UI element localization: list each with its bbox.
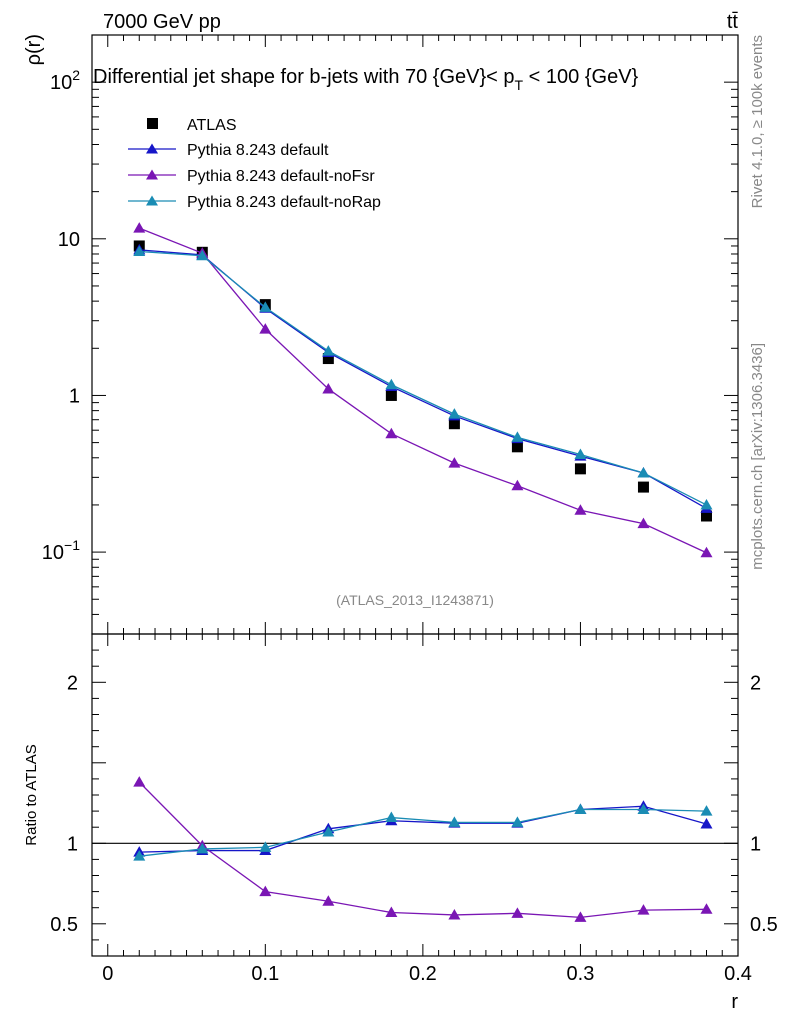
x-tick-label: 0.2 [409, 963, 437, 985]
data-point-atlas [574, 463, 586, 475]
legend-marker-default [146, 143, 158, 154]
ratio-marker-series-2 [511, 816, 524, 827]
y-tick-label-base: 10 [58, 229, 80, 251]
analysis-id: (ATLAS_2013_I1243871) [336, 592, 494, 608]
legend-marker-atlas [147, 118, 158, 129]
ratio-tick-label-left: 0.5 [50, 914, 78, 936]
marker-series-1 [448, 457, 461, 468]
ratio-tick-label-left: 2 [67, 672, 78, 694]
legend-label-norap: Pythia 8.243 default-noRap [187, 194, 381, 211]
ratio-marker-series-2 [385, 811, 398, 823]
marker-series-2 [385, 378, 398, 390]
y-tick-label: 10−1 [42, 537, 80, 564]
mcplots-label: mcplots.cern.ch [arXiv:1306.3436] [749, 343, 766, 570]
marker-series-2 [700, 498, 713, 510]
y-tick-label-base: 10 [50, 72, 72, 94]
data-point-atlas [637, 481, 649, 493]
marker-series-1 [700, 546, 713, 558]
marker-series-1 [511, 479, 524, 491]
y-tick-label: 10 [58, 229, 80, 251]
ratio-y-axis-label: Ratio to ATLAS [23, 744, 40, 845]
data-point-atlas [448, 418, 460, 430]
ratio-marker-series-1 [259, 885, 272, 897]
x-tick-label: 0 [102, 963, 113, 985]
y-tick-label-base: 1 [69, 385, 80, 407]
y-tick-label: 1 [69, 385, 80, 407]
rivet-label: Rivet 4.1.0, ≥ 100k events [749, 35, 766, 208]
ratio-marker-series-1 [448, 908, 461, 920]
ratio-tick-label-right: 2 [750, 672, 761, 694]
legend-marker-norap [146, 195, 158, 206]
ratio-marker-series-2 [133, 850, 146, 861]
ratio-marker-series-1 [574, 911, 587, 922]
ratio-marker-series-1 [133, 776, 146, 787]
line-series-2 [139, 250, 707, 506]
marker-series-1 [385, 427, 398, 439]
y-tick-label-exponent: −1 [64, 537, 80, 553]
ratio-marker-series-2 [700, 805, 713, 816]
marker-series-2 [448, 408, 461, 419]
main-plot [133, 222, 713, 558]
marker-series-1 [637, 517, 650, 529]
legend-label-atlas: ATLAS [187, 117, 237, 134]
y-tick-label-exponent: 2 [72, 67, 80, 83]
legend-marker-nofsr [146, 169, 158, 180]
x-axis-label: r [731, 991, 738, 1013]
marker-series-1 [322, 382, 335, 394]
ratio-line-series-0 [139, 805, 707, 853]
legend-label-nofsr: Pythia 8.243 default-noFsr [187, 168, 375, 185]
marker-series-2 [322, 345, 335, 356]
data-point-atlas [385, 389, 397, 401]
marker-series-2 [259, 301, 272, 312]
process-label: tt̄ [727, 11, 739, 33]
x-tick-label: 0.4 [724, 963, 752, 985]
data-point-atlas [322, 353, 334, 365]
title-prefix: Differential jet shape for b-jets with 7… [93, 66, 515, 88]
legend-label-default: Pythia 8.243 default [187, 142, 329, 159]
ratio-marker-series-1 [511, 907, 524, 918]
ratio-marker-series-2 [196, 842, 209, 854]
x-tick-label: 0.1 [251, 963, 279, 985]
data-point-atlas [511, 441, 523, 453]
ratio-line-series-1 [138, 781, 707, 919]
line-series-0 [139, 249, 707, 509]
ratio-marker-series-2 [322, 826, 335, 837]
ratio-tick-label-right: 1 [750, 833, 761, 855]
marker-series-1 [574, 504, 587, 515]
ratio-tick-label-right: 0.5 [750, 914, 778, 936]
y-tick-label-base: 10 [42, 542, 64, 564]
ratio-marker-series-1 [637, 904, 650, 915]
marker-series-1 [133, 222, 146, 233]
marker-series-1 [259, 323, 272, 334]
data-point-atlas [700, 510, 712, 522]
marker-series-2 [196, 249, 209, 261]
ratio-marker-series-0 [700, 817, 713, 829]
x-tick-label: 0.3 [567, 963, 595, 985]
marker-series-2 [511, 431, 524, 442]
ratio-marker-series-1 [322, 895, 335, 906]
y-tick-label: 102 [50, 67, 80, 94]
line-series-1 [139, 227, 707, 554]
ratio-tick-label-left: 1 [67, 833, 78, 855]
y-axis-label: ρ(r) [23, 34, 45, 65]
ratio-marker-series-2 [574, 803, 587, 814]
ratio-marker-series-2 [637, 803, 650, 814]
ratio-marker-series-1 [700, 903, 713, 914]
title-subscript: T [515, 77, 524, 93]
chart-title: Differential jet shape for b-jets with 7… [93, 66, 639, 93]
energy-label: 7000 GeV pp [103, 11, 221, 33]
ratio-line-series-2 [139, 808, 707, 857]
legend: ATLAS Pythia 8.243 default Pythia 8.243 … [128, 117, 381, 211]
ratio-marker-series-2 [259, 841, 272, 852]
marker-series-2 [637, 466, 650, 478]
ratio-plot [92, 776, 738, 922]
ratio-panel-frame [91, 633, 739, 957]
ratio-marker-series-2 [448, 816, 461, 827]
marker-series-2 [574, 448, 587, 459]
ratio-marker-series-1 [385, 906, 398, 918]
marker-series-2 [133, 245, 146, 256]
title-suffix: < 100 {GeV} [523, 66, 638, 88]
